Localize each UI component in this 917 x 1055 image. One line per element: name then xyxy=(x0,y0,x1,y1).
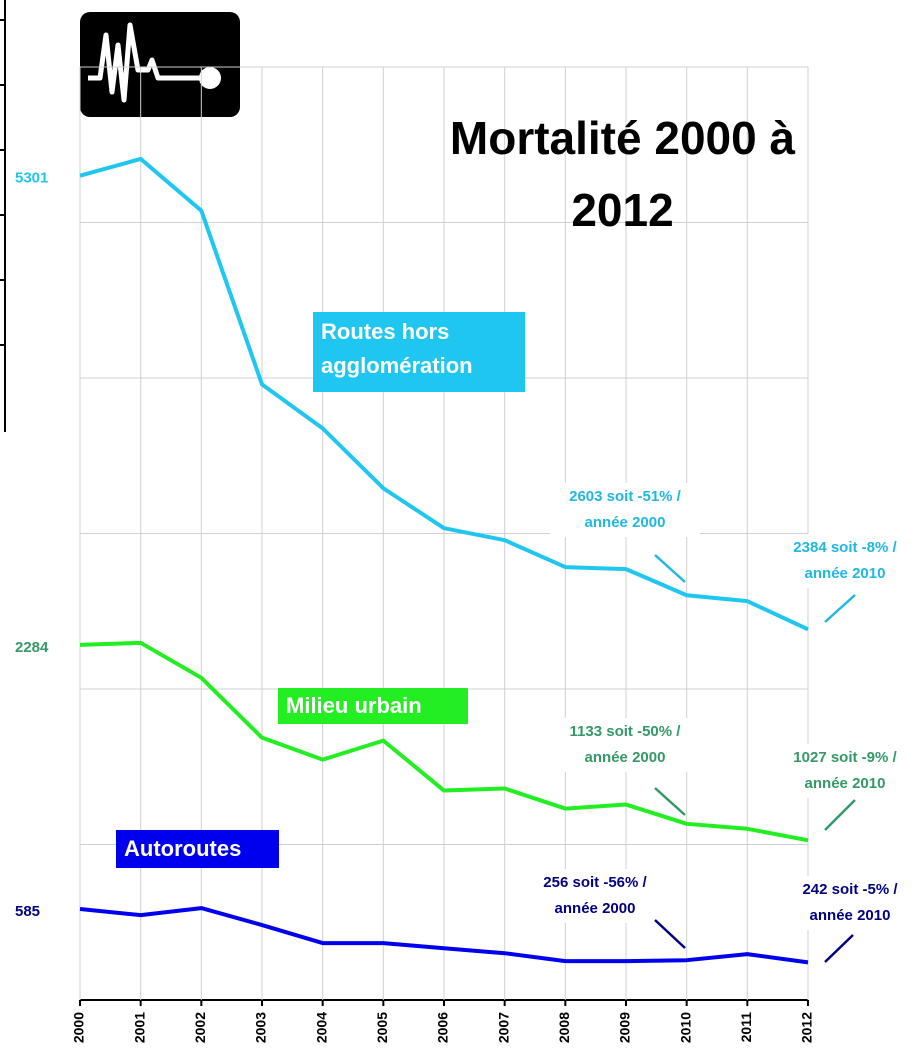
annotation-bg xyxy=(550,483,700,537)
annotation-leader xyxy=(824,799,856,831)
x-tick-label: 2008 xyxy=(556,1012,572,1043)
annotation: année 2000 xyxy=(555,900,636,917)
x-tick-label: 2009 xyxy=(617,1012,633,1043)
annotation: année 2000 xyxy=(585,514,666,531)
x-tick-label: 2002 xyxy=(192,1012,208,1043)
x-tick-label: 2007 xyxy=(495,1012,511,1043)
series-line xyxy=(79,640,809,843)
annotation: année 2010 xyxy=(805,775,886,792)
annotation-leader xyxy=(654,919,686,949)
annotation-bg xyxy=(770,744,917,798)
annotation-bg xyxy=(775,876,917,930)
series-line xyxy=(79,156,809,632)
series-line xyxy=(79,906,809,965)
annotation: 2384 soit -8% / xyxy=(793,539,897,556)
annotation: 242 soit -5% / xyxy=(802,881,898,898)
x-tick-label: 2006 xyxy=(435,1012,451,1043)
annotation: 256 soit -56% / xyxy=(543,874,647,891)
chart-title: Mortalité 2000 à 2012 xyxy=(449,112,796,236)
series-label: Autoroutes xyxy=(116,830,279,868)
x-tick-label: 2005 xyxy=(374,1012,390,1043)
data-label: 5301 xyxy=(15,170,48,187)
data-label: 2284 xyxy=(15,639,49,656)
annotation: 1027 soit -9% / xyxy=(793,749,897,766)
annotation-bg xyxy=(550,718,700,772)
series-label: Routes hors agglomération xyxy=(313,312,525,392)
annotation: année 2010 xyxy=(805,565,886,582)
annotation-leader xyxy=(654,787,686,816)
annotation: 2603 soit -51% / xyxy=(569,488,682,505)
annotation-leader xyxy=(824,594,856,623)
annotation-bg xyxy=(520,869,670,923)
annotation: année 2000 xyxy=(585,749,666,766)
x-tick-label: 2000 xyxy=(71,1012,87,1043)
data-label: 585 xyxy=(15,903,40,920)
x-tick-label: 2001 xyxy=(131,1012,147,1043)
left-border xyxy=(0,0,6,432)
annotation: année 2010 xyxy=(810,907,891,924)
series-label: Milieu urbain xyxy=(278,688,468,724)
annotation: 1133 soit -50% / xyxy=(570,723,682,740)
x-tick-label: 2011 xyxy=(738,1012,754,1043)
x-tick-label: 2010 xyxy=(677,1012,693,1043)
annotation-leader xyxy=(824,934,854,963)
annotation-bg xyxy=(770,534,917,588)
annotation-leader xyxy=(654,554,686,583)
logo xyxy=(80,12,240,117)
x-tick-label: 2012 xyxy=(799,1012,815,1043)
x-tick-label: 2003 xyxy=(253,1012,269,1043)
x-tick-label: 2004 xyxy=(313,1012,329,1043)
